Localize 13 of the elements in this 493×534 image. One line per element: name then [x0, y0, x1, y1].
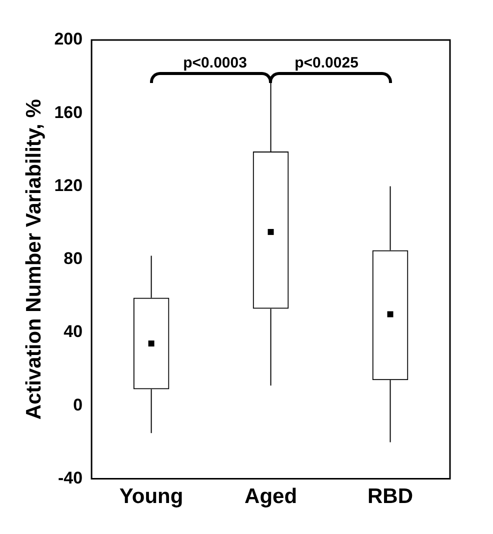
annotation: p<0.0025: [294, 54, 358, 72]
x-tick-label: RBD: [368, 485, 414, 508]
x-tick-label: Young: [119, 485, 184, 508]
y-tick-label: 200: [54, 30, 83, 49]
x-tick-label: Aged: [244, 485, 298, 508]
y-tick-label: 120: [54, 176, 83, 195]
y-tick-label: 160: [54, 102, 83, 122]
y-axis-title: Activation Number Variability, %: [22, 98, 46, 420]
annotation: p<0.0003: [183, 54, 247, 72]
y-tick-label: 40: [64, 322, 83, 342]
y-tick-label: 0: [73, 395, 83, 414]
y-tick-label: -40: [58, 468, 83, 488]
y-tick-label: 80: [64, 249, 83, 268]
